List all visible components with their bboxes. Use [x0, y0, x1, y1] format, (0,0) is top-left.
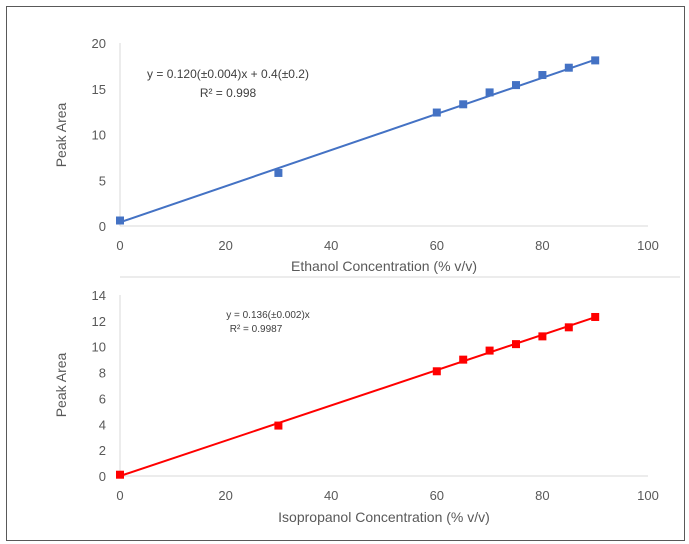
isopropanol-data-point	[591, 312, 600, 321]
isopropanol-data-point	[538, 332, 547, 341]
isopropanol-y-tick-label: 4	[99, 417, 106, 432]
isopropanol-x-tick-label: 80	[535, 488, 549, 503]
ethanol-data-point	[459, 100, 468, 109]
ethanol-data-point	[591, 56, 600, 65]
isopropanol-x-tick-label: 0	[116, 488, 123, 503]
isopropanol-data-point	[432, 367, 441, 376]
ethanol-y-tick-label: 10	[92, 128, 106, 143]
ethanol-x-tick-label: 80	[535, 238, 549, 253]
ethanol-x-tick-label: 60	[430, 238, 444, 253]
isopropanol-trendline-equation: y = 0.136(±0.002)x	[226, 310, 310, 321]
isopropanol-data-point	[564, 323, 573, 332]
isopropanol-x-tick-label: 40	[324, 488, 338, 503]
ethanol-x-tick-label: 40	[324, 238, 338, 253]
ethanol-data-point	[116, 216, 124, 225]
ethanol-y-tick-label: 5	[99, 173, 106, 188]
ethanol-x-axis-title: Ethanol Concentration (% v/v)	[291, 258, 477, 274]
ethanol-data-point	[564, 63, 573, 72]
isopropanol-y-tick-label: 10	[92, 340, 106, 355]
isopropanol-y-axis-title: Peak Area	[53, 352, 69, 417]
isopropanol-x-tick-label: 100	[637, 488, 659, 503]
ethanol-data-point	[538, 71, 547, 80]
isopropanol-data-point	[116, 470, 124, 479]
ethanol-data-point	[432, 108, 441, 117]
isopropanol-data-point	[274, 421, 283, 430]
isopropanol-r-squared: R² = 0.9987	[230, 324, 283, 335]
isopropanol-y-tick-label: 8	[99, 366, 106, 381]
ethanol-y-tick-label: 0	[99, 219, 106, 234]
isopropanol-trendline	[119, 316, 596, 477]
ethanol-r-squared: R² = 0.998	[200, 86, 257, 100]
isopropanol-x-tick-label: 60	[430, 488, 444, 503]
isopropanol-data-point	[459, 355, 468, 364]
isopropanol-chart: Isopropanol Concentration (% v/v) Peak A…	[53, 288, 659, 525]
ethanol-data-point	[274, 168, 283, 177]
isopropanol-y-tick-label: 2	[99, 443, 106, 458]
ethanol-trendline-equation: y = 0.120(±0.004)x + 0.4(±0.2)	[147, 67, 309, 81]
ethanol-x-tick-label: 100	[637, 238, 659, 253]
isopropanol-data-point	[512, 340, 520, 349]
isopropanol-y-tick-label: 12	[92, 314, 106, 329]
isopropanol-x-tick-label: 20	[218, 488, 232, 503]
ethanol-y-axis-title: Peak Area	[53, 102, 69, 167]
isopropanol-y-tick-label: 14	[92, 288, 106, 303]
ethanol-chart: Ethanol Concentration (% v/v) Peak Area …	[53, 36, 659, 274]
ethanol-y-tick-label: 15	[92, 82, 106, 97]
ethanol-x-tick-label: 0	[116, 238, 123, 253]
ethanol-y-tick-label: 20	[92, 36, 106, 51]
figure-border	[6, 6, 685, 541]
ethanol-x-tick-label: 20	[218, 238, 232, 253]
isopropanol-x-axis-title: Isopropanol Concentration (% v/v)	[278, 509, 490, 525]
isopropanol-y-tick-label: 0	[99, 469, 106, 484]
isopropanol-data-point	[485, 346, 494, 355]
ethanol-data-point	[485, 88, 494, 97]
ethanol-data-point	[512, 81, 520, 90]
ethanol-trendline	[119, 58, 596, 224]
isopropanol-y-tick-label: 6	[99, 391, 106, 406]
